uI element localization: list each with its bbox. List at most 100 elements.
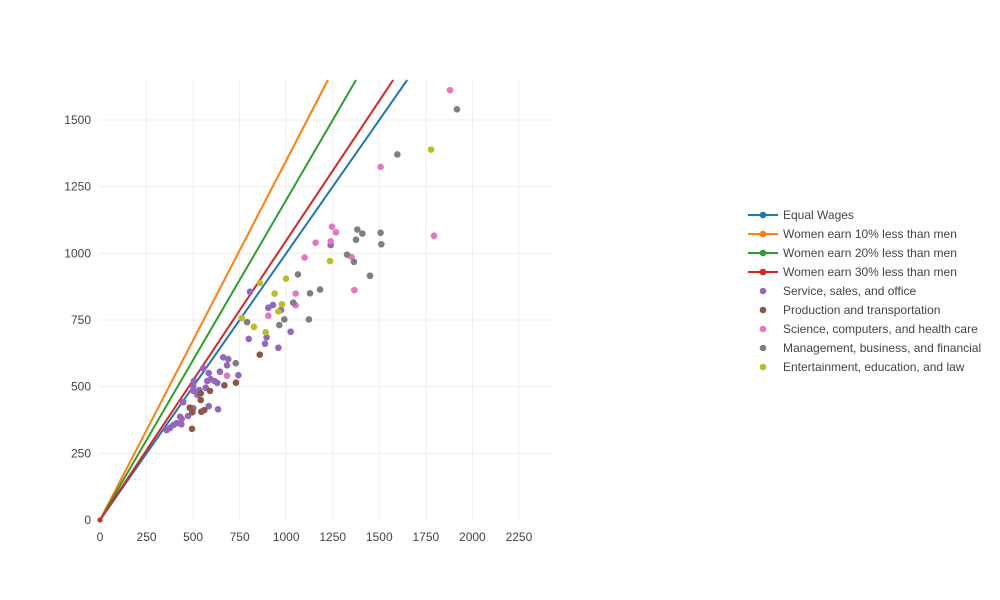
- data-point: [292, 290, 299, 297]
- data-point: [246, 288, 254, 296]
- data-point: [359, 230, 366, 237]
- data-point: [282, 275, 290, 282]
- data-point: [197, 408, 205, 416]
- legend-marker: [759, 287, 767, 295]
- data-point: [289, 299, 297, 306]
- data-point: [250, 323, 258, 331]
- data-point: [221, 382, 228, 389]
- x-tick-label: 1250: [319, 530, 346, 544]
- y-tick-label: 1250: [64, 180, 91, 194]
- x-tick-label: 750: [230, 530, 250, 544]
- data-point: [188, 425, 196, 433]
- reference-line: [99, 79, 394, 521]
- data-point: [278, 300, 286, 308]
- data-point: [294, 271, 302, 278]
- reference-line-marker: [97, 517, 103, 523]
- x-tick-label: 2000: [459, 530, 486, 544]
- data-point: [352, 236, 360, 244]
- data-point: [343, 251, 351, 258]
- y-tick-label: 1000: [64, 246, 91, 260]
- x-tick-label: 1500: [366, 530, 393, 544]
- legend-label: Production and transportation: [783, 303, 940, 317]
- data-point: [232, 359, 240, 367]
- data-point: [238, 314, 245, 322]
- data-point: [223, 362, 231, 369]
- data-point: [261, 340, 269, 348]
- data-point: [327, 238, 334, 245]
- data-point: [197, 390, 205, 397]
- data-point: [265, 304, 272, 312]
- data-point: [205, 402, 213, 410]
- data-point: [281, 316, 288, 323]
- y-tick-label: 250: [71, 446, 91, 460]
- x-tick-label: 250: [137, 530, 157, 544]
- data-point: [263, 334, 270, 341]
- reference-line: [99, 79, 409, 521]
- y-axis-ticks: 0 250 500 750 1000 1250 1500: [64, 113, 91, 527]
- legend-label: Women earn 30% less than men: [783, 265, 957, 279]
- data-point: [427, 146, 435, 153]
- legend-marker: [759, 211, 767, 219]
- x-axis-ticks: 0 250 500 750 1000 1250 1500 1750 2000 2250: [97, 530, 533, 544]
- data-points: [163, 86, 461, 434]
- legend[interactable]: Equal Wages Women earn 10% less than men W…: [748, 208, 981, 374]
- reference-line: [99, 79, 357, 521]
- data-point: [243, 318, 251, 326]
- data-point: [275, 308, 282, 315]
- data-point: [190, 377, 198, 385]
- data-point: [377, 229, 384, 237]
- x-tick-label: 500: [183, 530, 203, 544]
- reference-line: [99, 79, 329, 521]
- data-point: [366, 272, 374, 280]
- legend-marker: [759, 268, 767, 276]
- y-tick-label: 750: [71, 313, 91, 327]
- data-point: [351, 286, 358, 294]
- data-point: [394, 151, 401, 158]
- data-point: [189, 408, 196, 416]
- legend-label: Equal Wages: [783, 208, 854, 222]
- data-point: [216, 368, 224, 376]
- data-point: [206, 387, 214, 395]
- legend-label: Women earn 20% less than men: [783, 246, 957, 260]
- data-point: [179, 398, 187, 406]
- data-point: [235, 371, 242, 379]
- data-point: [205, 369, 213, 377]
- data-point: [256, 351, 264, 358]
- y-tick-label: 1500: [64, 113, 91, 127]
- data-point: [312, 239, 319, 246]
- reference-lines: [97, 79, 409, 523]
- data-point: [332, 228, 340, 236]
- legend-marker: [759, 325, 767, 333]
- data-point: [377, 163, 384, 171]
- legend-marker: [759, 306, 767, 314]
- data-point: [214, 406, 222, 413]
- data-point: [354, 226, 361, 233]
- data-point: [275, 344, 282, 352]
- legend-marker: [759, 230, 767, 238]
- x-tick-label: 2250: [506, 530, 533, 544]
- data-point: [232, 379, 240, 386]
- data-point: [326, 257, 334, 265]
- legend-label: Service, sales, and office: [783, 284, 917, 298]
- data-point: [350, 258, 358, 266]
- data-point: [223, 372, 231, 380]
- legend-label: Entertainment, education, and law: [783, 360, 965, 374]
- y-tick-label: 500: [71, 380, 91, 394]
- data-point: [256, 279, 264, 287]
- data-point: [213, 379, 221, 387]
- legend-label: Women earn 10% less than men: [783, 227, 957, 241]
- data-point: [224, 355, 232, 363]
- data-point: [189, 387, 197, 395]
- data-point: [316, 286, 324, 293]
- legend-label: Management, business, and financial: [783, 341, 981, 355]
- data-point: [446, 86, 454, 94]
- legend-marker: [759, 344, 767, 352]
- data-point: [378, 240, 385, 248]
- legend-marker: [759, 249, 767, 257]
- data-point: [430, 232, 438, 240]
- data-point: [184, 412, 192, 420]
- data-point: [306, 290, 314, 297]
- y-tick-label: 0: [84, 513, 91, 527]
- legend-marker: [759, 363, 767, 371]
